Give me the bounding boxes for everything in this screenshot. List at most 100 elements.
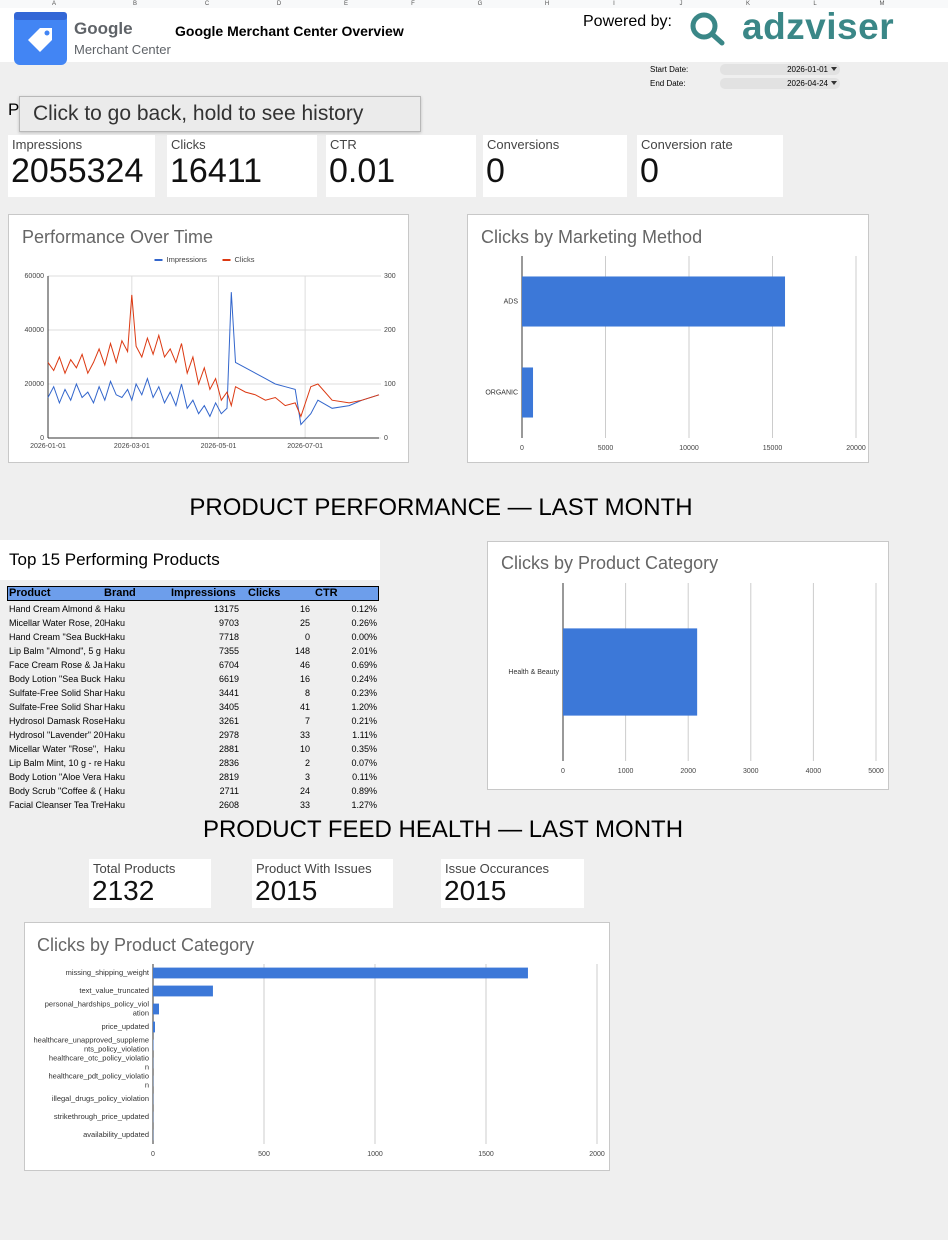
- category-label: illegal_drugs_policy_violation: [52, 1094, 149, 1103]
- kpi-value: 16411: [170, 152, 263, 190]
- table-cell: 6704: [218, 660, 239, 670]
- table-cell: Haku: [104, 716, 126, 726]
- start-date-picker[interactable]: [720, 64, 840, 75]
- table-cell: Hydrosol Damask Rose: [9, 716, 104, 726]
- table-cell: Haku: [104, 772, 126, 782]
- dashboard-title: Google Merchant Center Overview: [175, 23, 404, 39]
- table-header: Impressions: [171, 587, 236, 599]
- x-tick-label: 0: [151, 1151, 155, 1158]
- category-label: strikethrough_price_updated: [54, 1112, 149, 1121]
- table-cell: 0.00%: [351, 632, 377, 642]
- table-title-box: [0, 540, 380, 580]
- x-tick-label: 3000: [743, 768, 759, 775]
- marketing-method-chart: Clicks by Marketing Method 0 5000 10000 1500…: [467, 214, 869, 463]
- bar: [522, 276, 786, 327]
- column-letter: E: [343, 1, 348, 7]
- x-tick-label: 20000: [846, 445, 866, 452]
- chart-title: Clicks by Product Category: [37, 935, 254, 955]
- x-tick-label: 1000: [367, 1151, 383, 1158]
- table-cell: 0.07%: [351, 758, 377, 768]
- column-letter: K: [745, 1, 750, 7]
- category-label: personal_hardships_policy_viol ation: [45, 999, 150, 1017]
- table-cell: 0.26%: [351, 618, 377, 628]
- kpi-label: CTR: [330, 137, 357, 152]
- table-cell: Body Lotion "Aloe Vera: [9, 772, 102, 782]
- table-cell: 2881: [218, 744, 239, 754]
- table-cell: 3261: [218, 716, 239, 726]
- table-cell: 0.69%: [351, 660, 377, 670]
- table-cell: 7718: [218, 632, 239, 642]
- logo-merchant-center: Merchant Center: [74, 42, 171, 57]
- line-series: [47, 292, 380, 426]
- bar: [153, 967, 528, 979]
- category-label: ADS: [504, 298, 519, 305]
- column-letter: J: [679, 1, 683, 7]
- x-tick-label: 500: [258, 1151, 270, 1158]
- table-cell: 2.01%: [351, 646, 377, 656]
- kpi-value: 0.01: [329, 152, 396, 190]
- table-cell: 24: [299, 786, 310, 796]
- bar: [153, 985, 213, 997]
- table-cell: 46: [299, 660, 310, 670]
- x-tick-label: 0: [561, 768, 565, 775]
- table-cell: 1.11%: [352, 730, 377, 740]
- kpi-value: 2055324: [11, 152, 144, 190]
- column-letter: H: [544, 1, 550, 7]
- category-label: Health & Beauty: [508, 669, 559, 676]
- x-tick-label: 0: [520, 445, 524, 452]
- table-cell: 3: [304, 772, 310, 782]
- dropdown-arrow[interactable]: [831, 81, 837, 86]
- table-cell: 7: [304, 716, 310, 726]
- table-header: Product: [9, 587, 51, 599]
- table-cell: 13175: [213, 604, 239, 614]
- y2-tick-label: 0: [384, 435, 388, 442]
- bar: [153, 1021, 155, 1033]
- table-cell: 2: [304, 758, 310, 768]
- table-cell: 8: [304, 688, 310, 698]
- column-letter: B: [132, 1, 137, 7]
- tooltip: Click to go back, hold to see history: [19, 96, 421, 132]
- performance-chart: Performance Over Time 0 20000 40000 60000 0 10…: [8, 214, 409, 463]
- table-cell: 148: [294, 646, 310, 656]
- x-tick-label: 1500: [478, 1151, 494, 1158]
- x-tick-label: 2026-01-01: [30, 443, 66, 450]
- adzviser-brand: adzviser: [742, 6, 895, 47]
- table-cell: Facial Cleanser Tea Tre: [9, 800, 104, 810]
- table-cell: Haku: [104, 604, 126, 614]
- x-tick-label: 2026-03-01: [114, 443, 150, 450]
- table-cell: 25: [299, 618, 310, 628]
- kpi-card: Impressions 2055324: [8, 135, 155, 197]
- line-series: [47, 294, 380, 418]
- start-date-value[interactable]: 2026-01-01: [787, 65, 828, 74]
- table-cell: Haku: [104, 632, 126, 642]
- table-cell: 0.23%: [351, 688, 377, 698]
- category-label: healthcare_pdt_policy_violatio n: [49, 1071, 150, 1089]
- table-cell: 9703: [218, 618, 239, 628]
- issues-chart: Clicks by Product Category 0 500 1000 1500 20…: [24, 922, 610, 1171]
- section-heading: PRODUCT PERFORMANCE — LAST MONTH: [189, 494, 693, 521]
- y-tick-label: 20000: [25, 381, 45, 388]
- table-cell: 0.12%: [351, 604, 377, 614]
- column-letter: M: [879, 1, 885, 7]
- kpi-value: 0: [486, 152, 505, 190]
- dropdown-arrow[interactable]: [831, 67, 837, 72]
- table-cell: Haku: [104, 702, 126, 712]
- y2-tick-label: 100: [384, 381, 396, 388]
- table-cell: 16: [299, 674, 310, 684]
- start-date-label: Start Date:: [650, 65, 689, 74]
- end-date-value[interactable]: 2026-04-24: [787, 79, 828, 88]
- kpi-value: 0: [640, 152, 659, 190]
- table-cell: Micellar Water "Rose",: [9, 744, 99, 754]
- table-cell: 33: [299, 800, 310, 810]
- table-cell: 0.35%: [351, 744, 377, 754]
- kpi-label: Clicks: [171, 137, 206, 152]
- table-cell: 2608: [218, 800, 239, 810]
- table-cell: 1.20%: [351, 702, 377, 712]
- category-label: missing_shipping_weight: [66, 968, 150, 977]
- x-tick-label: 5000: [868, 768, 884, 775]
- x-tick-label: 4000: [806, 768, 822, 775]
- end-date-picker[interactable]: [720, 78, 840, 89]
- column-letter: G: [477, 1, 483, 7]
- kpi-label: Issue Occurances: [445, 861, 550, 876]
